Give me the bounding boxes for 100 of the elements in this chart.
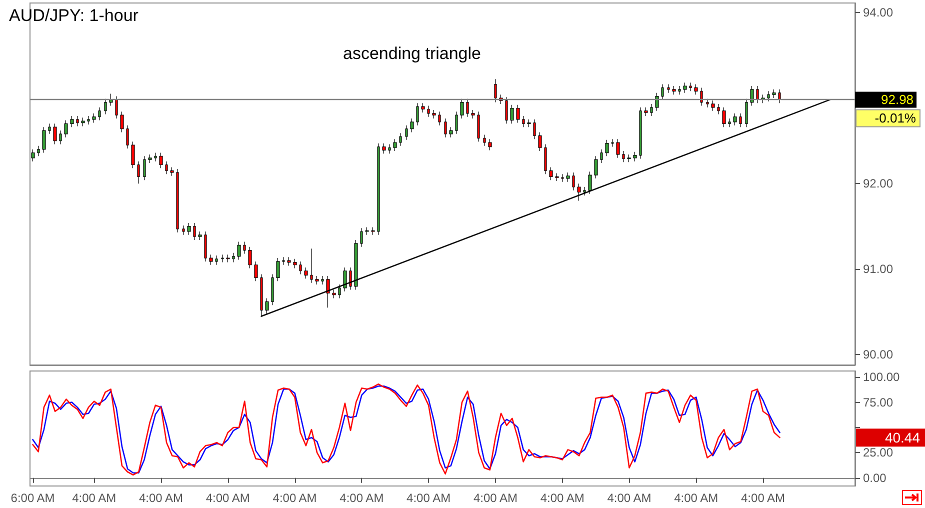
candlestick	[87, 116, 90, 125]
candlestick	[605, 140, 609, 156]
candlestick	[338, 284, 341, 299]
y-tick-label: 25.00	[863, 446, 894, 460]
candlestick	[299, 261, 302, 275]
x-tick-label: 4:00 AM	[272, 491, 317, 505]
x-tick-label: 4:00 AM	[206, 491, 250, 505]
candlestick	[733, 113, 737, 126]
candlestick	[667, 84, 670, 94]
candlestick	[243, 241, 246, 254]
candlestick	[717, 104, 720, 115]
candlestick	[170, 167, 174, 176]
candlestick	[76, 116, 79, 127]
y-tick-label: 91.00	[863, 262, 894, 276]
candlestick	[282, 256, 285, 266]
x-tick-label: 4:00 AM	[72, 491, 116, 505]
candlestick	[689, 82, 692, 92]
candlestick	[522, 116, 525, 128]
candlestick	[304, 267, 308, 279]
candlestick	[120, 111, 124, 133]
candlestick	[232, 252, 235, 263]
candlestick	[711, 100, 715, 112]
candlestick	[483, 134, 486, 146]
x-tick-label: 4:00 AM	[607, 491, 652, 505]
candlestick	[427, 105, 430, 118]
candlestick	[53, 123, 57, 145]
candlestick	[488, 138, 492, 150]
candlestick	[98, 107, 101, 121]
candlestick	[644, 107, 648, 116]
candlestick	[745, 98, 748, 128]
candlestick	[683, 82, 687, 94]
candlestick	[360, 228, 363, 248]
candlestick	[209, 254, 213, 266]
y-tick-label: 75.00	[863, 395, 894, 410]
x-tick-label: 6:00 AM	[10, 491, 55, 505]
candlestick	[455, 111, 458, 134]
candlestick	[326, 276, 330, 308]
text: -0.01%	[874, 110, 916, 126]
candlestick	[92, 113, 96, 124]
candlestick	[410, 118, 414, 133]
candlestick	[527, 119, 531, 128]
candlestick	[438, 111, 441, 126]
candlestick	[594, 156, 598, 179]
candlestick	[265, 298, 269, 314]
candlestick	[109, 93, 113, 106]
x-tick-label: 4:00 AM	[340, 491, 384, 505]
y-tick-label: 94.00	[863, 5, 894, 20]
candlestick	[739, 113, 742, 128]
candlestick	[538, 132, 542, 152]
y-tick-label: 0.00	[863, 470, 887, 485]
candlestick	[510, 104, 514, 124]
candlestick	[310, 248, 313, 284]
candlestick	[639, 107, 642, 160]
candlestick	[756, 86, 759, 104]
x-tick-label: 4:00 AM	[138, 491, 184, 505]
candlestick	[31, 149, 35, 162]
candlestick	[165, 161, 168, 174]
candlestick	[81, 117, 85, 127]
candlestick	[198, 231, 202, 240]
candlestick	[616, 138, 620, 158]
candlestick	[772, 89, 776, 98]
candlestick	[187, 222, 191, 236]
candlestick	[237, 241, 241, 260]
candlestick	[533, 119, 536, 140]
candlestick	[276, 258, 280, 282]
candlestick	[377, 143, 380, 236]
candlestick	[64, 120, 68, 138]
candlestick	[115, 96, 118, 119]
candlestick	[137, 161, 140, 184]
candlestick	[42, 126, 46, 154]
x-tick-label: 4:00 AM	[406, 491, 451, 505]
y-tick-label: 90.00	[863, 348, 894, 362]
candlestick	[622, 150, 625, 162]
candlestick	[349, 267, 352, 290]
candlestick	[343, 267, 347, 292]
candlestick	[767, 90, 770, 102]
candlestick	[577, 183, 581, 201]
candlestick	[271, 274, 274, 306]
candlestick	[471, 110, 475, 119]
candlestick	[600, 149, 603, 164]
candlestick	[572, 172, 575, 191]
candlestick	[354, 240, 358, 290]
candlestick	[126, 125, 129, 149]
candlestick	[382, 143, 386, 154]
candlestick	[405, 125, 408, 140]
candlestick	[494, 78, 497, 103]
candlestick	[416, 102, 419, 126]
candlestick	[321, 276, 324, 285]
candlestick	[655, 92, 659, 112]
candlestick	[678, 86, 681, 95]
y-tick-label: 100.00	[863, 370, 900, 384]
candlestick	[399, 132, 402, 146]
candlestick	[449, 126, 453, 138]
candlestick	[365, 226, 369, 236]
candlestick	[505, 96, 508, 124]
x-tick-label: 4:00 AM	[741, 491, 786, 505]
candlestick	[287, 256, 291, 266]
candlestick	[588, 171, 592, 194]
candlestick	[432, 110, 436, 119]
candlestick	[248, 246, 252, 269]
